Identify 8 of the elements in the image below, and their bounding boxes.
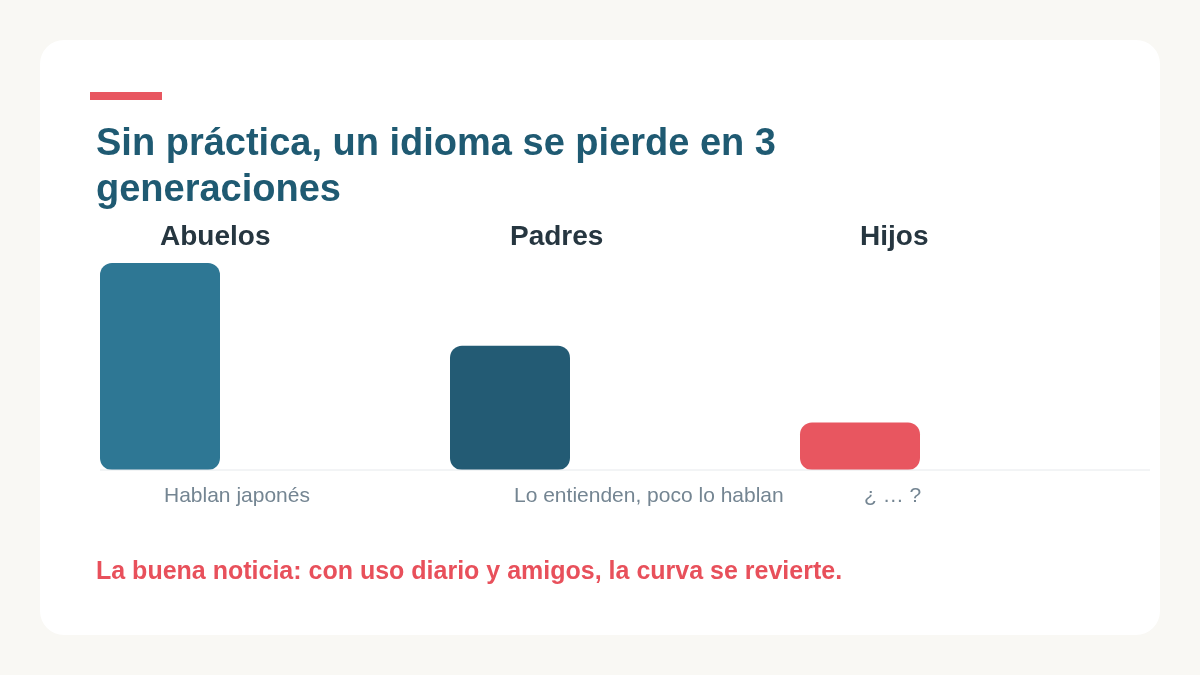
x-tick-label: Hijos [860,220,929,251]
text: ¿ … ? [864,483,922,506]
text: La buena noticia: con uso diario y amigos, la curva se revierte. [96,556,843,584]
text: Lo entienden, poco lo hablan [514,483,784,506]
text: Hablan japonés [164,483,310,506]
chart-title: Sin práctica, un idioma se pierde en 3 generaciones [96,121,776,209]
x-tick-label: Padres [510,220,604,251]
x-tick-label: Abuelos [160,220,271,251]
